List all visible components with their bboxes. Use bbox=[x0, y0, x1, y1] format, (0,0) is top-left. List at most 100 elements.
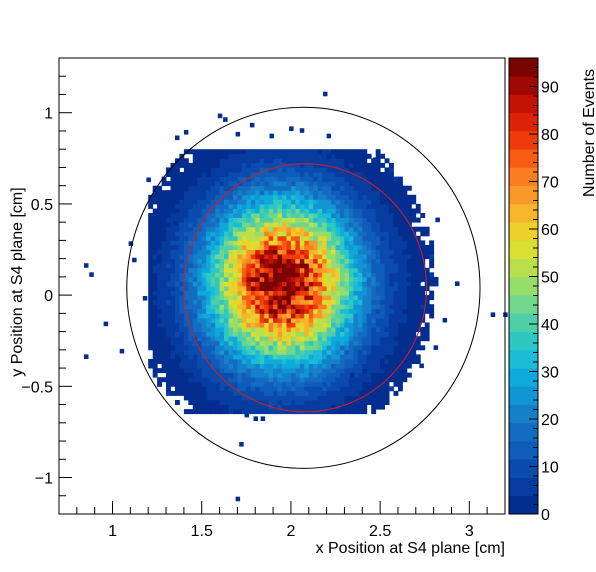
heatmap-cell bbox=[304, 372, 310, 378]
heatmap-cell bbox=[371, 176, 377, 182]
heatmap-cell bbox=[228, 176, 234, 182]
heatmap-cell bbox=[335, 208, 341, 214]
heatmap-cell bbox=[166, 304, 171, 310]
heatmap-cell bbox=[313, 368, 319, 374]
heatmap-cell bbox=[411, 199, 417, 205]
heatmap-cell bbox=[183, 386, 189, 392]
heatmap-cell bbox=[393, 281, 399, 287]
heatmap-cell bbox=[170, 345, 176, 351]
heatmap-cell bbox=[197, 231, 203, 237]
heatmap-cell bbox=[201, 276, 207, 282]
heatmap-cell bbox=[415, 317, 421, 323]
heatmap-cell bbox=[389, 345, 394, 351]
heatmap-cell bbox=[299, 372, 305, 378]
heatmap-cell bbox=[241, 240, 247, 246]
heatmap-cell bbox=[393, 258, 399, 264]
heatmap-cell bbox=[348, 167, 354, 173]
heatmap-cell bbox=[393, 217, 399, 223]
heatmap-cell bbox=[317, 322, 323, 328]
heatmap-cell bbox=[268, 345, 274, 351]
heatmap-cell bbox=[286, 409, 292, 415]
heatmap-cell bbox=[362, 213, 368, 218]
heatmap-cell bbox=[490, 312, 496, 317]
heatmap-cell bbox=[393, 249, 399, 255]
heatmap-cell bbox=[259, 377, 265, 383]
heatmap-cell bbox=[411, 281, 417, 287]
heatmap-cell bbox=[393, 295, 399, 301]
heatmap-cell bbox=[331, 313, 336, 319]
heatmap-cell bbox=[228, 249, 234, 255]
heatmap-cell bbox=[228, 299, 234, 305]
heatmap-cell bbox=[282, 249, 287, 255]
heatmap-cell bbox=[353, 153, 359, 159]
heatmap-cell bbox=[246, 254, 252, 260]
heatmap-cell bbox=[273, 222, 278, 228]
heatmap-cell bbox=[402, 199, 408, 205]
heatmap-cell bbox=[228, 372, 234, 378]
heatmap-cell bbox=[259, 390, 265, 396]
heatmap-cell bbox=[246, 217, 252, 223]
heatmap-cell bbox=[429, 245, 435, 250]
heatmap-cell bbox=[335, 400, 341, 405]
heatmap-cell bbox=[308, 249, 314, 255]
heatmap-cell bbox=[170, 222, 176, 228]
heatmap-cell bbox=[246, 258, 252, 264]
y-tick-label: 1 bbox=[44, 106, 53, 123]
heatmap-cell bbox=[179, 281, 185, 287]
heatmap-cell bbox=[322, 349, 327, 355]
heatmap-cell bbox=[282, 359, 287, 364]
heatmap-cell bbox=[299, 304, 305, 310]
heatmap-cell bbox=[371, 226, 377, 232]
heatmap-cell bbox=[340, 340, 345, 346]
heatmap-cell bbox=[128, 241, 134, 246]
heatmap-cell bbox=[326, 317, 332, 323]
heatmap-cell bbox=[259, 235, 265, 241]
heatmap-cell bbox=[264, 327, 270, 332]
heatmap-cell bbox=[183, 295, 189, 301]
heatmap-cell bbox=[299, 172, 305, 177]
heatmap-cell bbox=[188, 381, 194, 387]
heatmap-cell bbox=[152, 340, 158, 346]
heatmap-cell bbox=[246, 331, 252, 337]
heatmap-cell bbox=[273, 217, 278, 223]
heatmap-cell bbox=[277, 317, 283, 323]
heatmap-cell bbox=[393, 322, 399, 328]
heatmap-cell bbox=[206, 194, 212, 200]
heatmap-cell bbox=[232, 359, 238, 364]
heatmap-cell bbox=[326, 322, 332, 328]
heatmap-cell bbox=[286, 345, 292, 351]
heatmap-cell bbox=[241, 185, 247, 191]
heatmap-cell bbox=[411, 194, 417, 200]
heatmap-cell bbox=[237, 149, 243, 155]
heatmap-cell bbox=[299, 185, 305, 191]
heatmap-cell bbox=[398, 336, 403, 342]
heatmap-cell bbox=[317, 226, 323, 232]
heatmap-cell bbox=[166, 231, 171, 237]
heatmap-cell bbox=[269, 133, 274, 139]
heatmap-cell bbox=[335, 181, 341, 187]
heatmap-cell bbox=[282, 299, 287, 305]
x-tick-label: 1.5 bbox=[191, 523, 213, 540]
heatmap-cell bbox=[264, 203, 270, 209]
heatmap-cell bbox=[380, 372, 385, 378]
heatmap-cell bbox=[219, 336, 225, 342]
heatmap-cell bbox=[366, 363, 372, 369]
heatmap-cell bbox=[224, 235, 229, 241]
heatmap-cell bbox=[344, 390, 350, 396]
heatmap-cell bbox=[322, 240, 327, 246]
heatmap-cell bbox=[308, 153, 314, 159]
heatmap-cell bbox=[219, 354, 225, 360]
heatmap-cell bbox=[398, 245, 403, 250]
heatmap-cell bbox=[166, 235, 171, 241]
heatmap-cell bbox=[398, 185, 403, 191]
heatmap-cell bbox=[371, 235, 377, 241]
heatmap-cell bbox=[406, 340, 412, 346]
heatmap-cell bbox=[228, 162, 234, 168]
heatmap-cell bbox=[152, 295, 158, 301]
heatmap-cell bbox=[340, 222, 345, 228]
heatmap-cell bbox=[335, 153, 341, 159]
heatmap-cell bbox=[340, 231, 345, 237]
heatmap-cell bbox=[290, 226, 296, 232]
heatmap-cell bbox=[166, 267, 171, 273]
heatmap-cell bbox=[175, 185, 180, 191]
